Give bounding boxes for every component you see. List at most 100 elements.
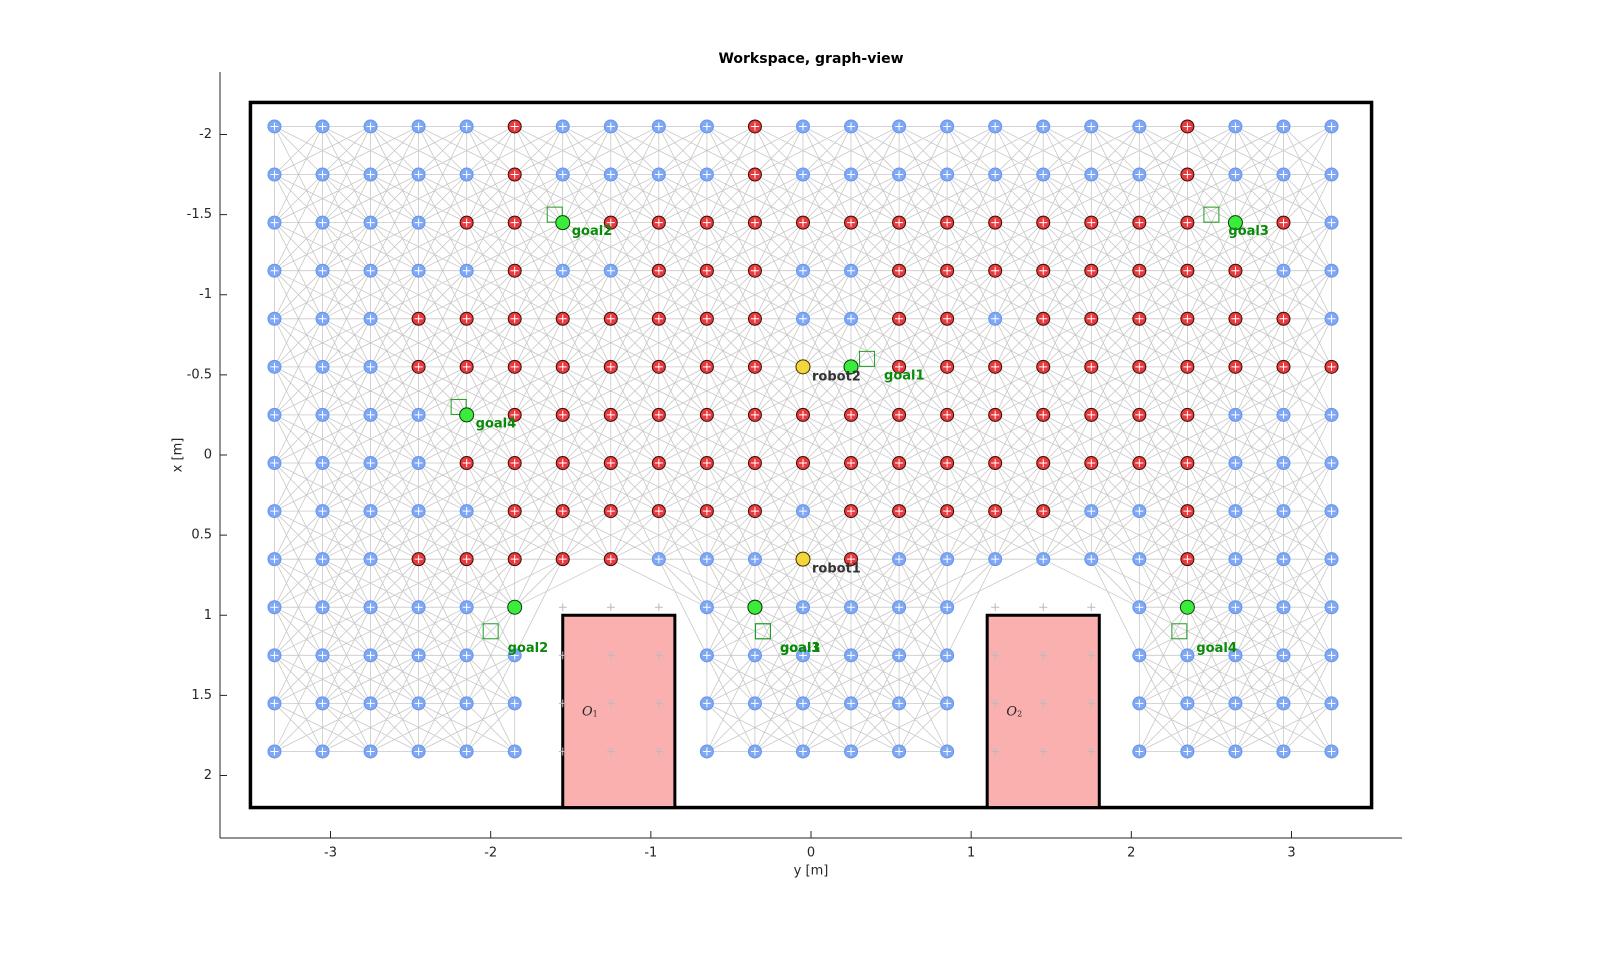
node-cross (943, 314, 952, 323)
node-cross (702, 314, 711, 323)
node-cross (1183, 747, 1192, 756)
goal-target (754, 623, 771, 640)
node-cross (798, 218, 807, 227)
node-cross (366, 699, 375, 708)
node-cross (943, 555, 952, 564)
blocked-node (1039, 651, 1048, 660)
node-cross (1231, 507, 1240, 516)
node-cross (1279, 122, 1288, 131)
node-cross (1279, 170, 1288, 179)
blocked-node (606, 747, 615, 756)
node-cross (654, 170, 663, 179)
node-cross (318, 362, 327, 371)
blocked-node (606, 699, 615, 708)
node-cross (798, 507, 807, 516)
node-cross (1087, 410, 1096, 419)
node-cross (1183, 699, 1192, 708)
node-cross (414, 747, 423, 756)
node-cross (943, 410, 952, 419)
node-cross (847, 747, 856, 756)
node-cross (270, 699, 279, 708)
obstacle-label: O1 (582, 704, 598, 719)
node-cross (1183, 266, 1192, 275)
node-cross (414, 459, 423, 468)
node-cross (1039, 122, 1048, 131)
node-cross (462, 507, 471, 516)
node-cross (750, 747, 759, 756)
blocked-node (991, 603, 1000, 612)
node-cross (366, 507, 375, 516)
node-cross (1279, 747, 1288, 756)
node-cross (847, 699, 856, 708)
node-cross (510, 218, 519, 227)
goal-node (843, 359, 859, 375)
node-cross (1327, 747, 1336, 756)
node-cross (750, 266, 759, 275)
node-cross (798, 747, 807, 756)
node-cross (510, 314, 519, 323)
node-cross (1135, 314, 1144, 323)
blocked-node (606, 603, 615, 612)
node-cross (1279, 266, 1288, 275)
goal-label: goal3 (780, 641, 821, 656)
node-cross (558, 314, 567, 323)
blocked-node (991, 651, 1000, 660)
node-cross (414, 410, 423, 419)
obstacle-label: O2 (1006, 704, 1022, 719)
node-cross (750, 170, 759, 179)
node-cross (991, 266, 1000, 275)
node-cross (1135, 651, 1144, 660)
node-cross (895, 747, 904, 756)
obstacle (985, 613, 1101, 810)
obstacle-label-name: O (1006, 704, 1017, 719)
node-cross (943, 459, 952, 468)
node-cross (798, 122, 807, 131)
node-cross (702, 603, 711, 612)
node-cross (366, 122, 375, 131)
node-cross (318, 170, 327, 179)
node-cross (1231, 410, 1240, 419)
x-tick-label: 3 (1287, 846, 1295, 861)
node-cross (1327, 459, 1336, 468)
node-cross (1039, 314, 1048, 323)
node-cross (1231, 651, 1240, 660)
node-cross (414, 555, 423, 564)
node-cross (1183, 555, 1192, 564)
node-cross (414, 507, 423, 516)
goal-target (859, 350, 876, 367)
node-cross (1231, 747, 1240, 756)
node-cross (1327, 699, 1336, 708)
node-cross (1327, 122, 1336, 131)
node-cross (1135, 507, 1144, 516)
node-cross (943, 170, 952, 179)
obstacle-label-sub: 1 (593, 709, 598, 718)
x-tick-label: 2 (1127, 846, 1135, 861)
node-cross (366, 651, 375, 660)
node-cross (991, 218, 1000, 227)
node-cross (1183, 218, 1192, 227)
node-cross (991, 459, 1000, 468)
x-axis-label: y [m] (794, 864, 829, 879)
node-cross (510, 410, 519, 419)
goal-target (546, 206, 563, 223)
node-cross (510, 555, 519, 564)
y-tick-label: 2 (204, 768, 212, 783)
node-cross (1087, 170, 1096, 179)
node-cross (1039, 362, 1048, 371)
node-cross (1231, 314, 1240, 323)
node-cross (895, 507, 904, 516)
y-tick-label: -1 (199, 287, 212, 302)
obstacle-label-sub: 2 (1017, 709, 1022, 718)
goal-target (1171, 623, 1188, 640)
node-cross (847, 314, 856, 323)
node-cross (991, 122, 1000, 131)
node-cross (1183, 314, 1192, 323)
node-cross (366, 362, 375, 371)
blocked-node (654, 651, 663, 660)
node-cross (606, 507, 615, 516)
node-cross (1135, 122, 1144, 131)
node-cross (943, 603, 952, 612)
x-tick-label: -3 (324, 846, 337, 861)
node-cross (1279, 699, 1288, 708)
node-cross (1183, 651, 1192, 660)
